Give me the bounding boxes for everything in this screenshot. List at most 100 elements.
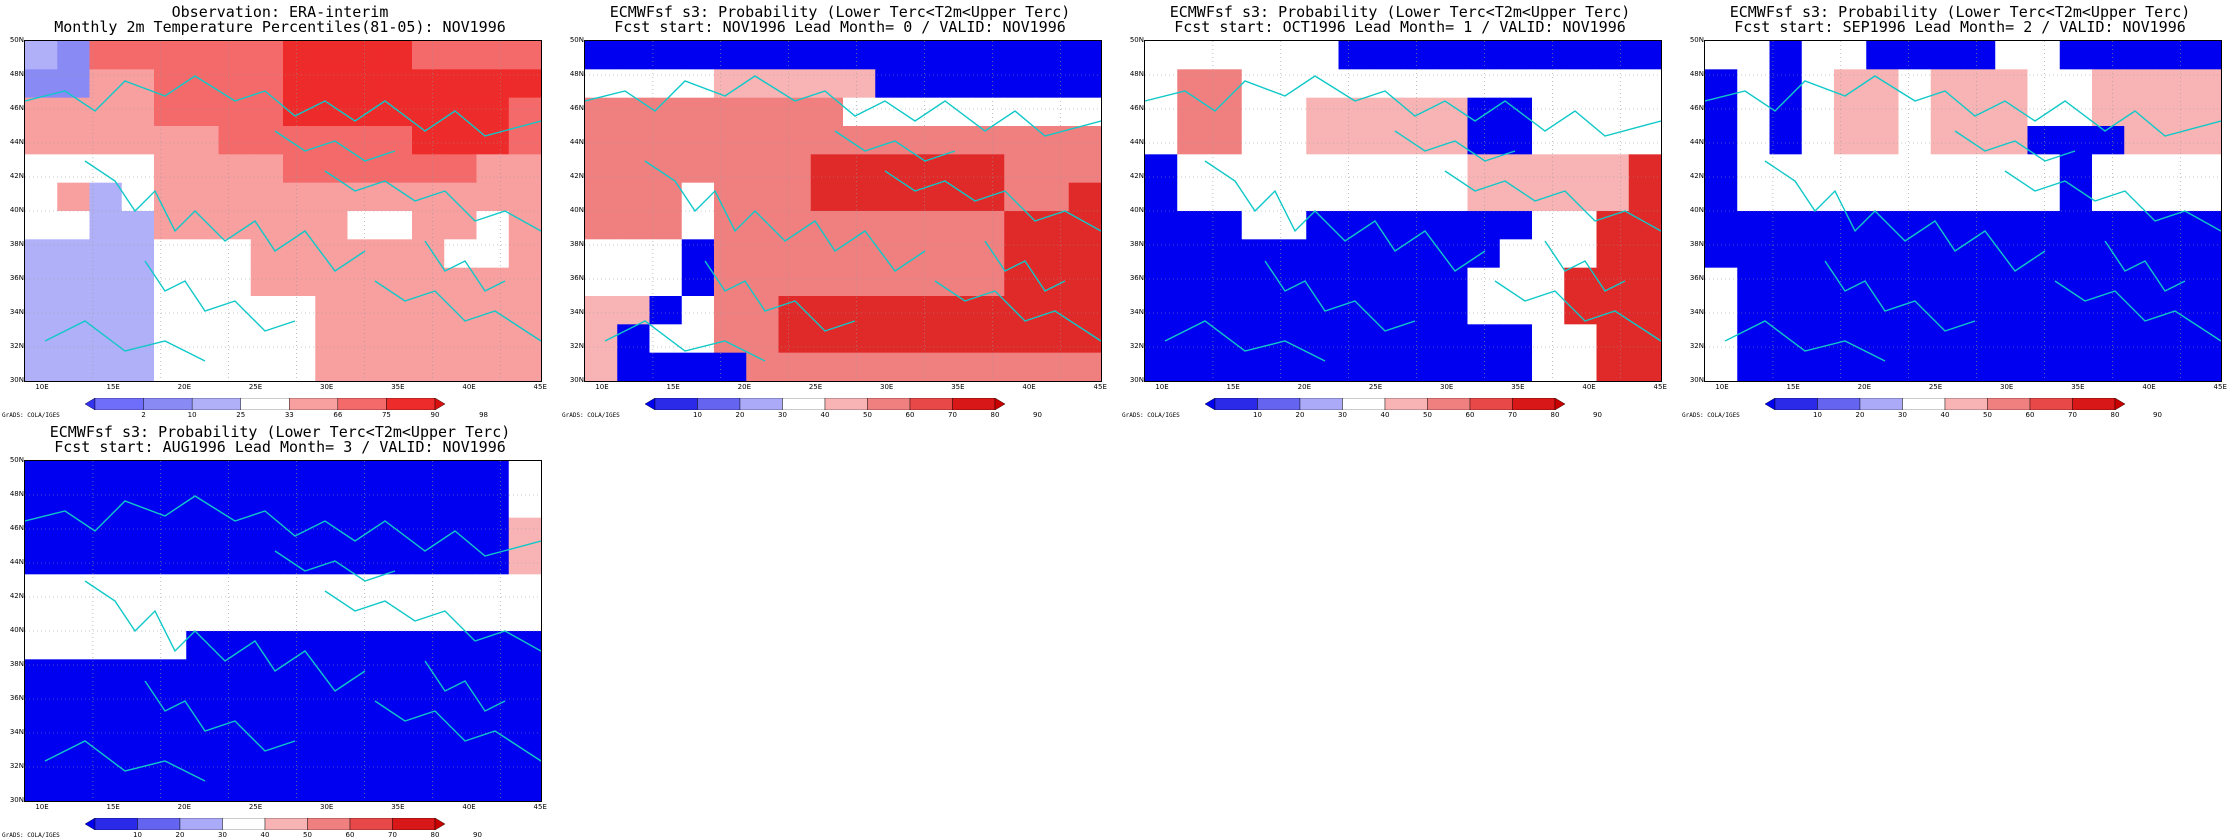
grid-cell	[315, 772, 348, 801]
lon-label: 45E	[533, 803, 547, 811]
grid-cell	[1306, 296, 1339, 325]
colorbar-arrow-low	[1205, 398, 1216, 410]
grid-cell	[250, 324, 284, 354]
grid-cell	[810, 296, 844, 325]
grid-cell	[1435, 69, 1468, 99]
grid-cell	[1628, 352, 1661, 381]
grid-cell	[186, 182, 219, 212]
map-panel-3: ECMWFsf s3: Probability (Lower Terc<T2m<…	[1120, 0, 1680, 420]
grid-cell	[1995, 97, 2028, 127]
coastline	[1724, 320, 1886, 362]
grid-cell	[476, 772, 510, 801]
grid-cell	[2059, 239, 2093, 269]
grid-cell	[1705, 41, 1738, 70]
grid-cell	[714, 324, 747, 354]
grid-cell	[2156, 182, 2190, 212]
grid-cell	[1274, 126, 1307, 155]
grid-cell	[1370, 126, 1404, 155]
grid-cell	[25, 772, 58, 801]
grid-cell	[476, 182, 510, 212]
grid-cell	[121, 97, 155, 127]
lon-label: 40E	[462, 383, 476, 391]
grid-cell	[1403, 97, 1436, 127]
grid-cell	[57, 97, 90, 127]
grid-cell	[154, 97, 187, 127]
grid-cell	[1403, 352, 1436, 381]
colorbar-label: 60	[2025, 411, 2035, 419]
grid-cell	[1769, 41, 1803, 70]
grid-cell	[1596, 239, 1630, 269]
grid-cell	[1866, 324, 1899, 354]
grid-cell	[778, 126, 812, 155]
lat-label: 36N	[9, 694, 24, 702]
grid-cell	[89, 239, 123, 269]
grid-cell	[714, 211, 747, 240]
grid-cell	[1930, 324, 1964, 354]
grid-cell	[1036, 324, 1070, 354]
grid-cell	[1338, 41, 1372, 70]
grid-cell	[57, 182, 90, 212]
grid-cell	[121, 41, 155, 70]
grid-cell	[1306, 126, 1339, 155]
lat-label: 38N	[9, 240, 24, 248]
grid-cell	[1004, 69, 1037, 99]
grid-cell	[810, 267, 844, 297]
grid-cell	[25, 296, 58, 325]
grid-cell	[412, 461, 445, 490]
grid-cell	[2092, 211, 2125, 240]
grid-cell	[778, 211, 812, 240]
grid-cell	[1306, 69, 1339, 99]
grid-cell	[1370, 324, 1404, 354]
grid-cell	[218, 631, 252, 660]
grid-cell	[476, 352, 510, 381]
grid-cell	[444, 489, 477, 519]
grid-cell	[972, 296, 1005, 325]
grid-cell	[1036, 211, 1070, 240]
lon-label: 40E	[1582, 383, 1596, 391]
colorbar-label: 40	[820, 411, 830, 419]
grid-cell	[1068, 267, 1101, 297]
grid-cell	[25, 744, 58, 774]
grid-cell	[283, 772, 316, 801]
grid-cell	[2027, 352, 2061, 381]
grid-cell	[25, 182, 58, 212]
grid-cell	[508, 772, 541, 801]
grid-cell	[315, 744, 348, 774]
grid-cell	[907, 296, 941, 325]
grid-cell	[746, 69, 779, 99]
grid-cell	[2027, 182, 2061, 212]
grid-cell	[1930, 239, 1964, 269]
grid-cell	[154, 631, 187, 660]
lat-label: 50N	[9, 36, 24, 44]
grid-cell	[25, 41, 58, 70]
grid-cell	[379, 687, 413, 717]
colorbar-label: 60	[345, 831, 355, 839]
grid-cell	[89, 631, 123, 660]
grid-cell	[412, 546, 445, 575]
grid-cell	[1467, 267, 1501, 297]
grid-cell	[875, 324, 908, 354]
grid-cell	[875, 69, 908, 99]
grid-cell	[939, 182, 973, 212]
map-svg	[1145, 41, 1661, 381]
grid-cell	[2156, 296, 2190, 325]
grid-cell	[617, 267, 650, 297]
colorbar-segment	[137, 818, 181, 830]
grid-cell	[186, 546, 219, 575]
grid-cell	[1435, 324, 1468, 354]
grid-cell	[1866, 352, 1899, 381]
grid-cell	[1338, 211, 1372, 240]
grid-cell	[649, 154, 683, 184]
grid-cell	[186, 716, 219, 745]
grid-cell	[347, 296, 381, 325]
colorbar-label: 25	[236, 411, 246, 419]
grid-cell	[2027, 154, 2061, 184]
lon-label: 35E	[391, 383, 405, 391]
grid-cell	[1499, 211, 1533, 240]
colorbar-arrow-low	[1765, 398, 1776, 410]
grid-cell	[250, 574, 284, 604]
grid-cell	[939, 97, 973, 127]
grid-cell	[121, 772, 155, 801]
grid-cell	[1769, 239, 1803, 269]
grid-cell	[746, 267, 779, 297]
